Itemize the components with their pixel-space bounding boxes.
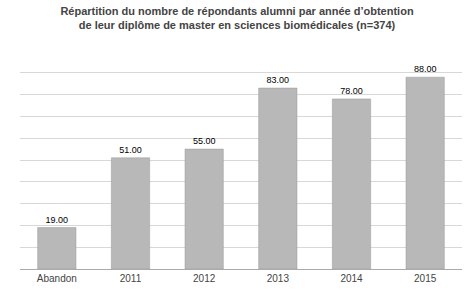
svg-text:Abandon: Abandon (37, 273, 77, 284)
svg-text:2011: 2011 (120, 273, 142, 284)
svg-text:2012: 2012 (193, 273, 216, 284)
svg-text:83.00: 83.00 (267, 75, 290, 85)
svg-text:2014: 2014 (340, 273, 363, 284)
svg-text:2015: 2015 (414, 273, 437, 284)
svg-text:78.00: 78.00 (340, 86, 363, 96)
svg-text:2013: 2013 (267, 273, 290, 284)
svg-text:55.00: 55.00 (193, 136, 216, 146)
svg-text:88.00: 88.00 (414, 64, 437, 74)
svg-text:19.00: 19.00 (46, 215, 69, 225)
svg-text:51.00: 51.00 (119, 145, 142, 155)
svg-text:Répartition du nombre de répon: Répartition du nombre de répondants alum… (60, 5, 414, 31)
